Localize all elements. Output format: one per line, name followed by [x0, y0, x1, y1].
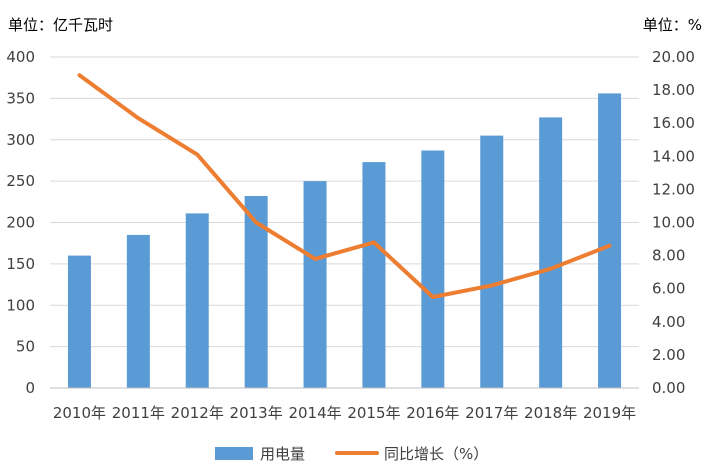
bar — [67, 255, 91, 388]
line-layer — [77, 73, 612, 299]
legend-swatch-bar — [215, 447, 253, 460]
left-axis-tick-label: 350 — [6, 89, 35, 107]
bar — [362, 162, 386, 388]
x-axis-tick-label: 2014年 — [288, 404, 341, 422]
bar — [126, 234, 150, 388]
right-axis-tick-label: 0.00 — [652, 379, 685, 397]
left-axis-tick-label: 50 — [16, 338, 35, 356]
right-axis-tick-label: 14.00 — [652, 147, 695, 165]
x-axis-tick-label: 2012年 — [171, 404, 224, 422]
right-axis-tick-label: 16.00 — [652, 114, 695, 132]
legend-label-line: 同比增长（%） — [384, 445, 488, 463]
left-axis-tick-label: 150 — [6, 255, 35, 273]
series-line — [77, 73, 612, 299]
bar — [421, 150, 445, 388]
bar — [244, 196, 268, 388]
x-axis-tick-label: 2016年 — [406, 404, 459, 422]
right-axis-tick-label: 8.00 — [652, 247, 685, 265]
x-axis-tick-label: 2017年 — [465, 404, 518, 422]
bar — [539, 117, 563, 388]
right-axis-tick-label: 20.00 — [652, 48, 695, 66]
right-axis-unit-label: 单位：% — [643, 16, 702, 34]
bars-layer — [67, 93, 622, 388]
left-axis-tick-label: 400 — [6, 48, 35, 66]
x-axis-tick-label: 2015年 — [347, 404, 400, 422]
left-axis-tick-label: 300 — [6, 131, 35, 149]
left-axis-tick-label: 200 — [6, 214, 35, 232]
right-axis-tick-label: 2.00 — [652, 346, 685, 364]
left-axis-tick-label: 0 — [25, 379, 35, 397]
bar — [598, 93, 622, 388]
x-axis-tick-label: 2013年 — [230, 404, 283, 422]
x-axis-tick-label: 2010年 — [53, 404, 106, 422]
x-axis-tick-label: 2011年 — [112, 404, 165, 422]
legend: 用电量 同比增长（%） — [215, 445, 488, 463]
legend-label-bar: 用电量 — [260, 445, 305, 463]
left-axis-tick-label: 250 — [6, 172, 35, 190]
right-axis-tick-label: 12.00 — [652, 180, 695, 198]
right-axis-tick-label: 4.00 — [652, 313, 685, 331]
axes-layer: 0 50 100 150 200 250 300 350 400 0.00 2.00 4.00 6.00… — [6, 48, 695, 422]
right-axis-tick-label: 18.00 — [652, 81, 695, 99]
bar — [480, 135, 504, 388]
x-axis-tick-label: 2018年 — [524, 404, 577, 422]
bar — [185, 213, 209, 388]
right-axis-tick-label: 6.00 — [652, 280, 685, 298]
x-axis-tick-label: 2019年 — [583, 404, 636, 422]
left-axis-tick-label: 100 — [6, 296, 35, 314]
bar — [303, 181, 327, 388]
left-axis-unit-label: 单位：亿千瓦时 — [8, 16, 113, 34]
right-axis-tick-label: 10.00 — [652, 214, 695, 232]
